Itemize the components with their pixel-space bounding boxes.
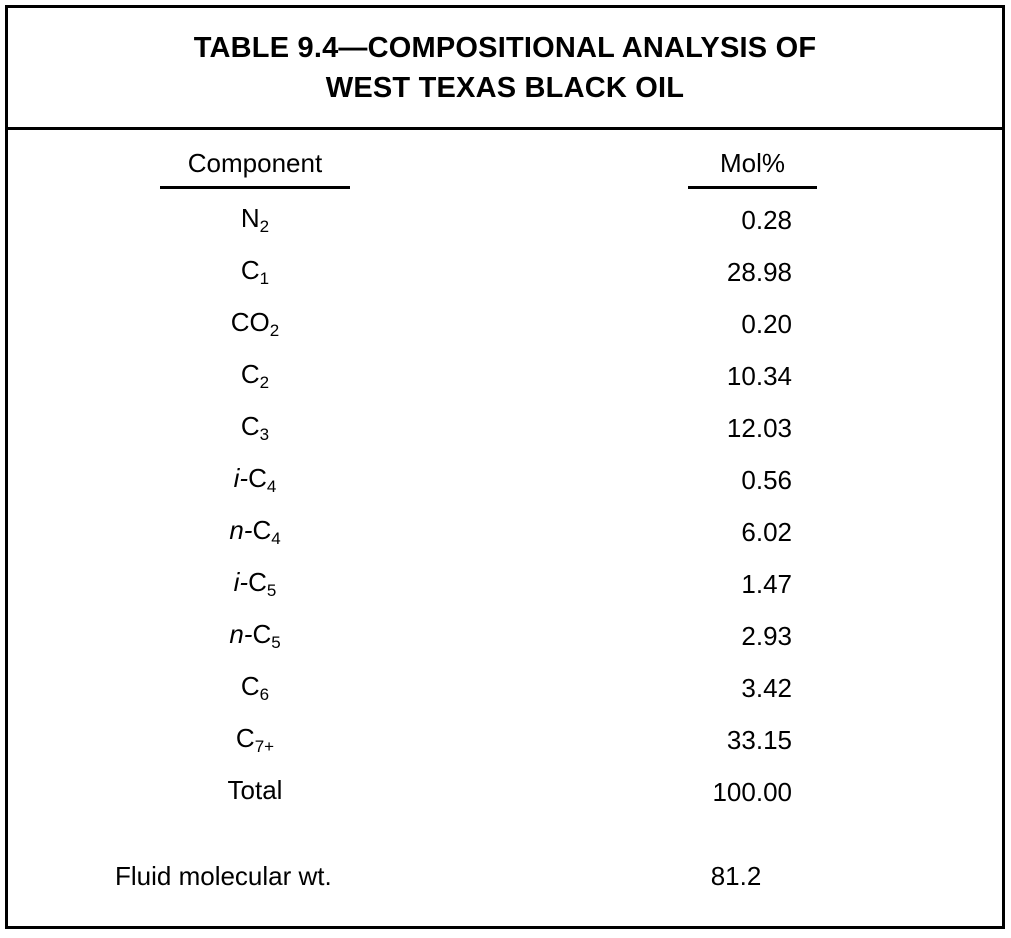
table-title: TABLE 9.4—COMPOSITIONAL ANALYSIS OF WEST… [8, 8, 1002, 130]
component-base: Total [227, 775, 283, 805]
component-subscript: 4 [271, 529, 281, 548]
component-base: C [252, 515, 272, 545]
table-header-row: Component Mol% [8, 142, 1002, 194]
component-cell: C2 [130, 359, 380, 393]
column-header-mol-pct: Mol% [688, 147, 818, 189]
component-base: C [240, 255, 260, 285]
mol-value-cell: 28.98 [726, 256, 792, 287]
component-base: C [235, 723, 255, 753]
fluid-molecular-weight-row: Fluid molecular wt. 81.2 [8, 850, 1002, 902]
component-cell: Total [130, 775, 380, 809]
table-row-c1: C1 28.98 [8, 246, 1002, 298]
component-base: C [240, 671, 260, 701]
component-cell: C1 [130, 255, 380, 289]
component-subscript: 6 [259, 685, 270, 704]
table-row-total: Total 100.00 [8, 766, 1002, 818]
component-subscript: 5 [271, 633, 281, 652]
table-row-ic5: i-C5 1.47 [8, 558, 1002, 610]
component-subscript: 1 [259, 269, 270, 288]
table-row-c2: C2 10.34 [8, 350, 1002, 402]
fluid-molecular-weight-value: 81.2 [710, 860, 762, 891]
table-row-c3: C3 12.03 [8, 402, 1002, 454]
component-base: CO [230, 307, 270, 337]
column-header-component: Component [159, 147, 351, 189]
component-subscript: 2 [259, 373, 270, 392]
mol-value-cell: 0.20 [741, 308, 792, 339]
component-cell: i-C4 [130, 463, 380, 497]
component-cell: C7+ [130, 723, 380, 757]
component-subscript: 2 [259, 217, 270, 236]
table-box: TABLE 9.4—COMPOSITIONAL ANALYSIS OF WEST… [5, 5, 1005, 929]
table-row-ic4: i-C4 0.56 [8, 454, 1002, 506]
component-prefix: i- [233, 567, 249, 597]
mol-value-cell: 6.02 [741, 516, 792, 547]
component-cell: n-C4 [130, 515, 380, 549]
component-base: C [240, 411, 260, 441]
component-cell: N2 [130, 203, 380, 237]
table-row-c6: C6 3.42 [8, 662, 1002, 714]
table-title-line2: WEST TEXAS BLACK OIL [325, 71, 685, 104]
component-subscript: 2 [269, 321, 280, 340]
mol-value-cell: 10.34 [726, 360, 792, 391]
table-title-line1: TABLE 9.4—COMPOSITIONAL ANALYSIS OF [193, 31, 817, 64]
component-prefix: i- [233, 463, 249, 493]
mol-value-cell: 0.56 [741, 464, 792, 495]
component-prefix: n- [229, 515, 253, 545]
component-base: C [252, 619, 272, 649]
table-body: Component Mol% N2 0.28 C1 28.98 CO2 0.20… [8, 130, 1002, 902]
table-row-c7plus: C7+ 33.15 [8, 714, 1002, 766]
component-cell: C3 [130, 411, 380, 445]
mol-value-cell: 1.47 [741, 568, 792, 599]
table-row-nc5: n-C5 2.93 [8, 610, 1002, 662]
mol-value-cell: 12.03 [726, 412, 792, 443]
component-base: C [248, 463, 267, 493]
table-row-co2: CO2 0.20 [8, 298, 1002, 350]
mol-value-cell: 33.15 [726, 724, 792, 755]
component-base: C [248, 567, 267, 597]
component-header-cell: Component [130, 147, 380, 189]
component-cell: n-C5 [130, 619, 380, 653]
component-base: N [240, 203, 260, 233]
mol-value-cell: 3.42 [741, 672, 792, 703]
component-subscript: 7+ [254, 737, 275, 756]
component-base: C [240, 359, 260, 389]
table-row-n2: N2 0.28 [8, 194, 1002, 246]
mol-value-cell: 100.00 [712, 776, 792, 807]
fluid-molecular-weight-label: Fluid molecular wt. [115, 860, 332, 891]
component-cell: C6 [130, 671, 380, 705]
component-subscript: 5 [266, 581, 277, 600]
mol-value-cell: 0.28 [741, 204, 792, 235]
component-prefix: n- [229, 619, 253, 649]
component-cell: CO2 [130, 307, 380, 341]
mol-header-cell: Mol% [680, 147, 818, 189]
component-subscript: 4 [266, 477, 277, 496]
table-row-nc4: n-C4 6.02 [8, 506, 1002, 558]
component-cell: i-C5 [130, 567, 380, 601]
component-subscript: 3 [259, 425, 270, 444]
mol-value-cell: 2.93 [741, 620, 792, 651]
